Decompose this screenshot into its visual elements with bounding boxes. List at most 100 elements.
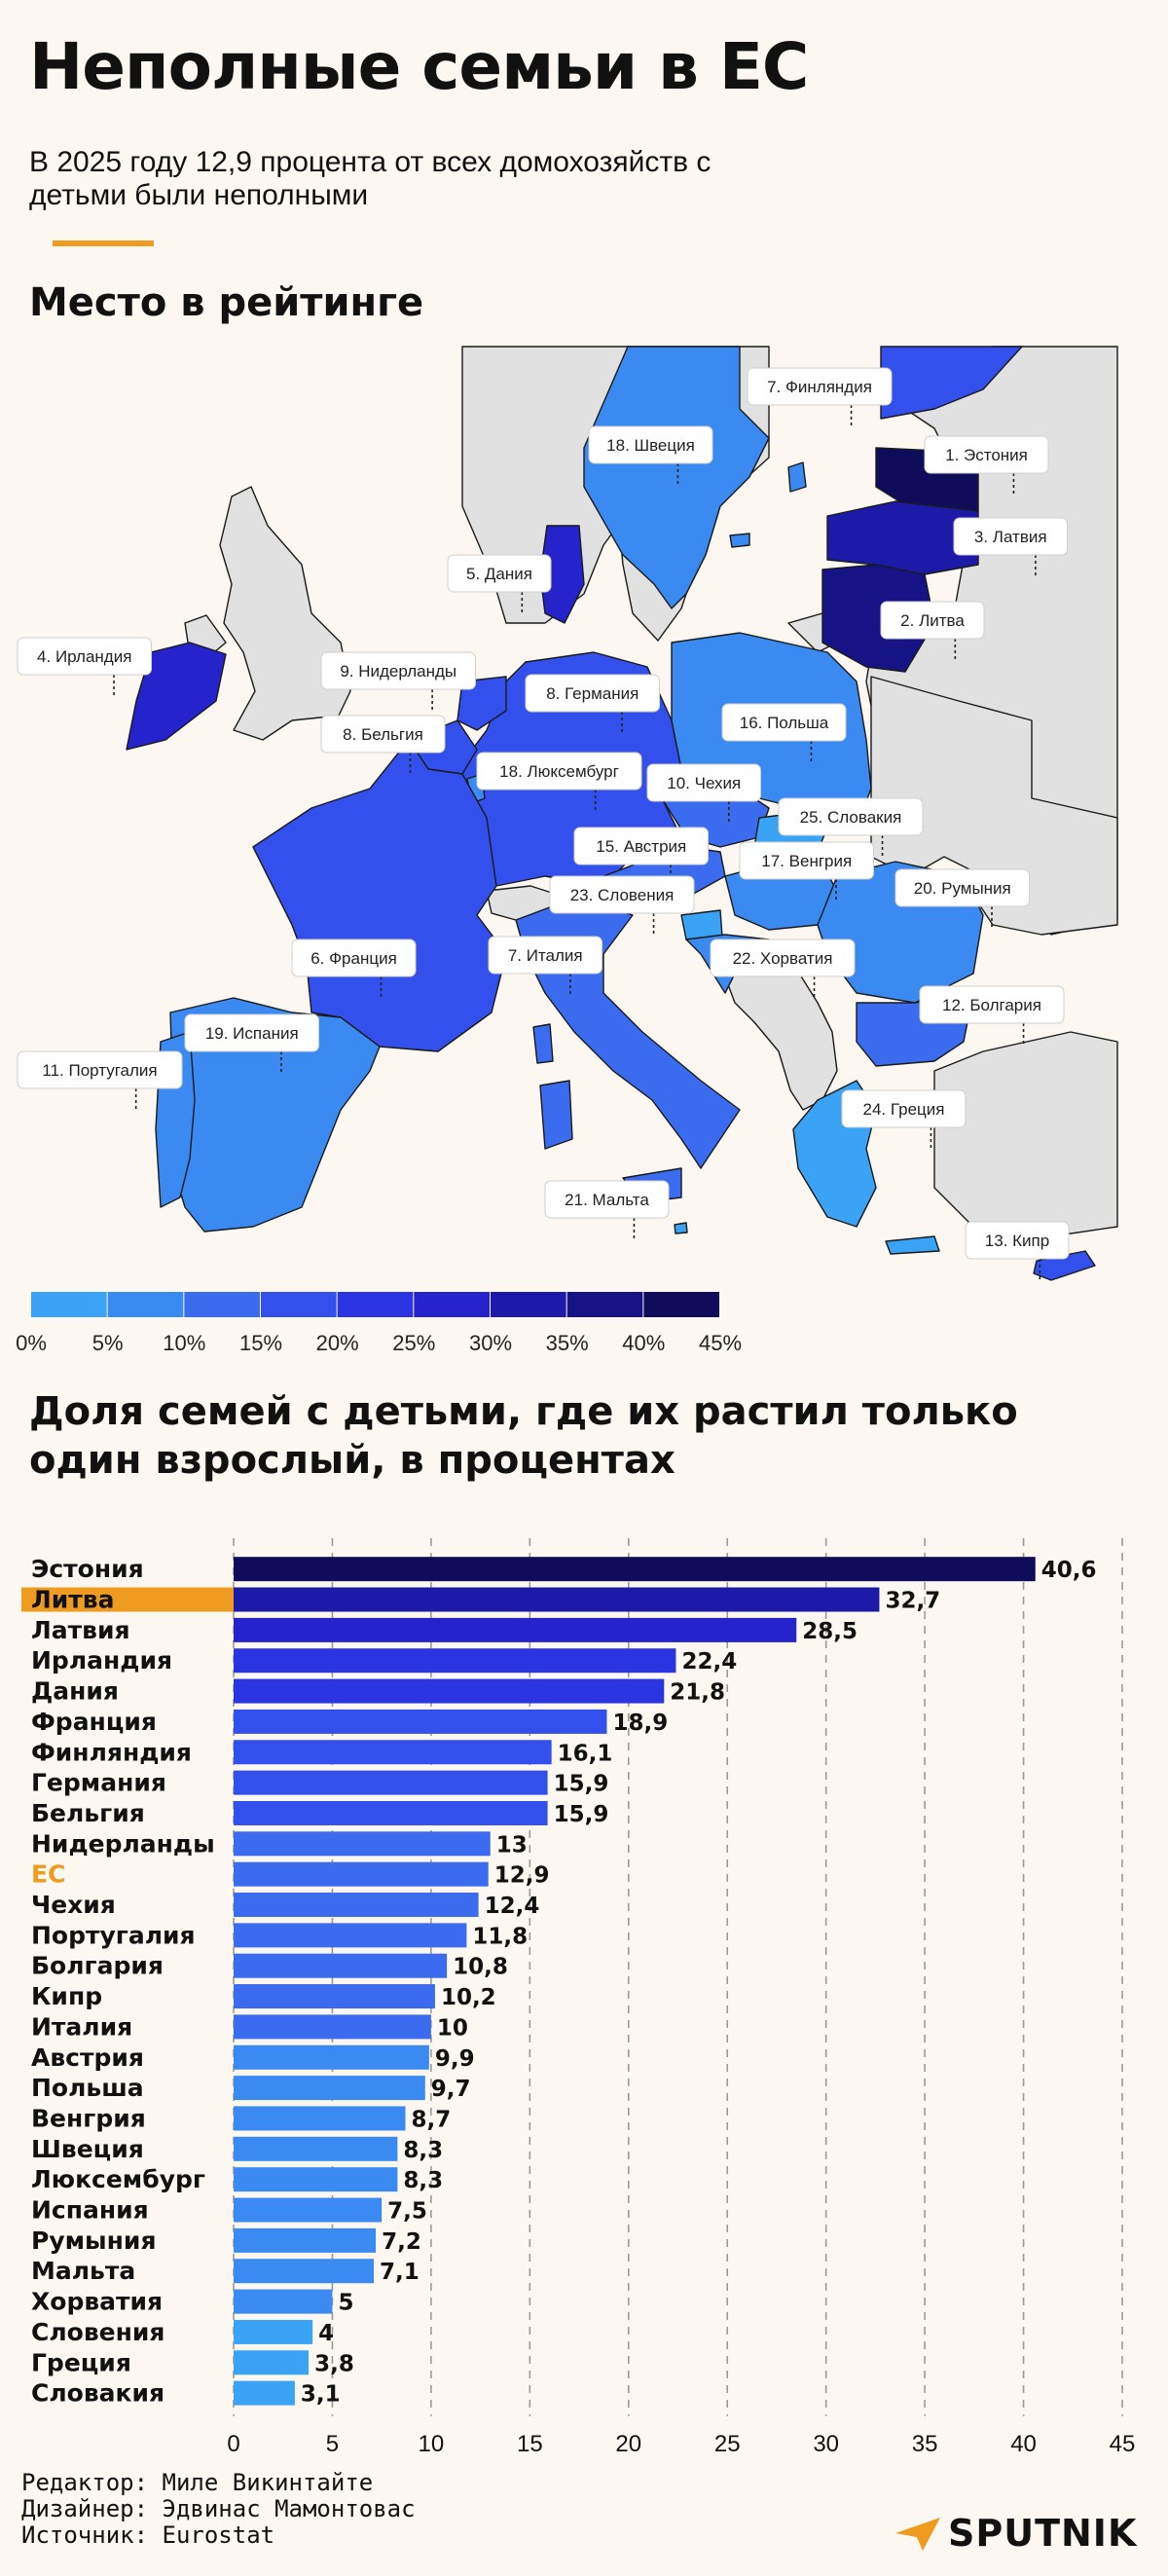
map-label: 11. Португалия [17, 1050, 183, 1089]
map-country-sardinia [539, 1080, 573, 1150]
bar [234, 2227, 377, 2253]
legend-swatch [107, 1292, 184, 1317]
category-label: ЕС [31, 1860, 65, 1889]
category-label: Латвия [31, 1616, 130, 1644]
category-label: Словения [31, 2318, 164, 2346]
category-label: Румыния [31, 2226, 157, 2255]
map-label: 16. Польша [721, 703, 847, 742]
value-label: 8,7 [412, 2107, 452, 2132]
chart-value-labels: 40,6 32,7 28,5 22,4 21,818,9 16,1 15,9 15,9 13 12… [301, 1558, 1097, 2407]
legend-tick-label: 15% [239, 1331, 282, 1355]
x-tick-label: 0 [227, 2431, 239, 2453]
map-label-text: 18. Швеция [606, 436, 695, 455]
map-label: 10. Чехия [646, 763, 761, 802]
map-labels: 7. Финляндия 18. Швеция 1. Эстония 3. Латви… [17, 367, 1070, 1260]
page-title: Неполные семьи в ЕС [29, 29, 809, 104]
map-label-text: 1. Эстония [945, 446, 1028, 464]
map-label: 17. Венгрия [739, 841, 874, 880]
bar [234, 1617, 797, 1642]
value-label: 18,9 [612, 1711, 668, 1736]
category-label: Дания [31, 1677, 119, 1706]
map-country-uk [219, 486, 351, 741]
value-label: 22,4 [681, 1649, 737, 1674]
legend-tick-label: 0% [16, 1331, 47, 1355]
map-country-corsica [532, 1023, 554, 1064]
map-label: 7. Италия [488, 936, 602, 975]
map-label-text: 21. Мальта [565, 1191, 649, 1209]
value-label: 3,1 [301, 2382, 341, 2408]
value-label: 8,3 [403, 2168, 443, 2193]
bar [234, 2197, 383, 2223]
category-label: Греция [31, 2348, 131, 2376]
value-label: 16,1 [558, 1741, 613, 1766]
category-label: Литва [31, 1586, 114, 1614]
bar [234, 1923, 467, 1948]
map-country-bornholm [729, 533, 750, 548]
map-label-text: 11. Португалия [42, 1061, 157, 1080]
map-label-text: 3. Латвия [974, 528, 1047, 546]
value-label: 15,9 [554, 1772, 609, 1797]
map-label-text: 12. Болгария [942, 996, 1041, 1014]
map-label-pointers [113, 405, 1041, 1282]
map-label-text: 8. Бельгия [343, 725, 423, 744]
map-country-malta [674, 1222, 688, 1234]
x-tick-label: 10 [419, 2431, 445, 2453]
value-label: 3,8 [314, 2351, 354, 2376]
map-country-gotland [787, 461, 807, 493]
bar [234, 1709, 607, 1734]
editor-credit: Редактор: Миле Викинтайте [21, 2469, 374, 2496]
chart-bars [234, 1557, 1036, 2406]
map-label: 18. Люксембург [476, 752, 642, 791]
legend-tick-label: 5% [92, 1331, 124, 1355]
credits: Редактор: Миле Викинтайте Дизайнер: Эдви… [21, 2470, 416, 2549]
bar [234, 2136, 398, 2161]
category-label: Бельгия [31, 1799, 145, 1827]
category-label: Венгрия [31, 2104, 146, 2132]
map-label: 7. Финляндия [747, 367, 893, 406]
map-label-text: 9. Нидерланды [340, 662, 456, 681]
category-label: Мальта [31, 2257, 135, 2285]
map-label-text: 7. Финляндия [767, 378, 872, 396]
bar [234, 2044, 429, 2070]
map-country-finland [880, 346, 1023, 420]
bar [234, 1893, 479, 1918]
x-tick-label: 15 [517, 2431, 543, 2453]
value-label: 10,8 [453, 1955, 508, 1980]
legend-swatch [261, 1292, 337, 1317]
value-label: 10,2 [441, 1985, 496, 2010]
value-label: 13 [496, 1832, 528, 1858]
page-subtitle: В 2025 году 12,9 процента от всех домохо… [29, 146, 712, 211]
map-label-text: 20. Румыния [914, 879, 1011, 898]
category-label: Чехия [31, 1891, 116, 1919]
value-label: 9,9 [435, 2046, 475, 2072]
map-label: 20. Румыния [894, 868, 1030, 907]
bar [234, 1800, 548, 1825]
map-label: 25. Словакия [778, 797, 924, 836]
map-label-text: 4. Ирландия [37, 647, 131, 666]
value-label: 21,8 [670, 1680, 725, 1706]
value-label: 28,5 [802, 1619, 858, 1644]
map-label: 5. Дания [447, 554, 552, 593]
value-label: 11,8 [472, 1924, 528, 1949]
legend-tick-label: 45% [699, 1331, 742, 1355]
map-label: 19. Испания [184, 1013, 319, 1052]
value-label: 8,3 [403, 2138, 443, 2163]
map-label: 8. Бельгия [320, 715, 446, 754]
legend-tick-label: 25% [392, 1331, 435, 1355]
map-label: 12. Болгария [919, 985, 1065, 1024]
bar [234, 1587, 880, 1612]
legend-tick-label: 40% [622, 1331, 665, 1355]
legend-swatch [184, 1292, 260, 1317]
value-label: 40,6 [1041, 1558, 1097, 1583]
x-tick-label: 30 [813, 2431, 839, 2453]
highlight-label-background [21, 1587, 234, 1612]
category-label: Португалия [31, 1921, 196, 1949]
value-label: 10 [437, 2015, 468, 2041]
map-label: 2. Литва [880, 601, 985, 640]
category-label: Германия [31, 1769, 166, 1797]
logo-text: SPUTNIK [948, 2512, 1138, 2555]
map-label-text: 23. Словения [570, 886, 675, 904]
map-label-text: 18. Люксембург [499, 762, 619, 781]
